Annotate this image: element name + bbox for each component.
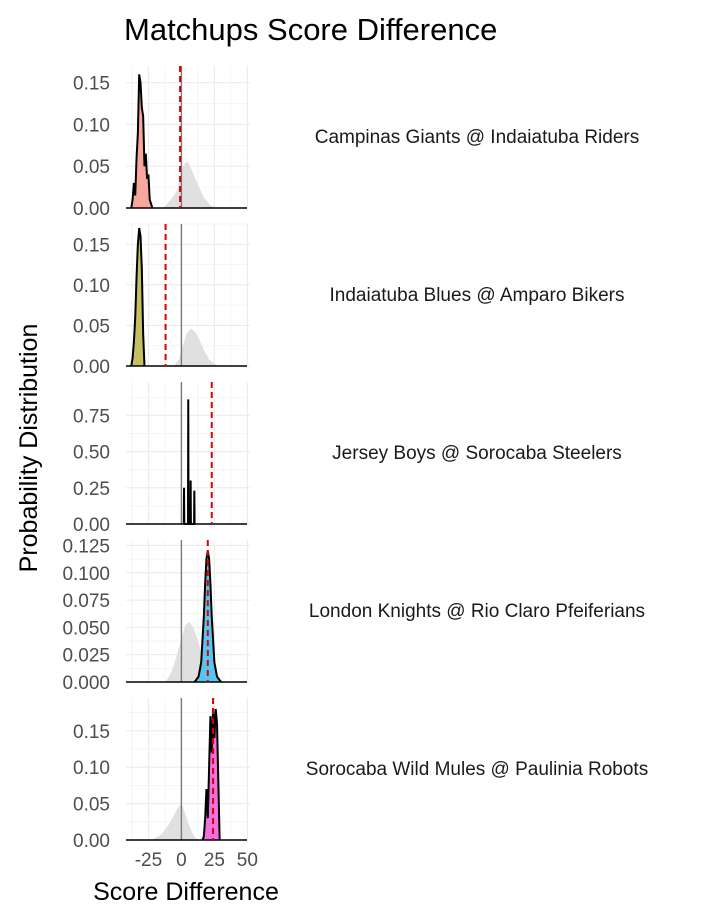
density-line [201, 708, 221, 841]
x-axis-title: Score Difference [93, 878, 279, 906]
facet-label: Sorocaba Wild Mules @ Paulinia Robots [306, 759, 648, 780]
y-tick-label: 0.05 [73, 157, 110, 178]
facet-label: Indaiatuba Blues @ Amparo Bikers [330, 285, 625, 306]
background-density-area [152, 805, 198, 840]
density-line [130, 227, 146, 367]
x-tick-label: -25 [135, 850, 162, 871]
y-tick-label: 0.05 [73, 795, 110, 816]
y-tick-label: 0.15 [73, 722, 110, 743]
facet-panel: 0.00 0.05 0.10 0.15 Indaiatuba Blues @ Ampar… [73, 223, 625, 378]
y-tick-label: 0.10 [73, 115, 110, 136]
x-tick-label: 0 [176, 850, 187, 871]
y-tick-label: 0.125 [62, 536, 110, 557]
y-tick-label: 0.00 [73, 199, 110, 220]
facet-label: London Knights @ Rio Claro Pfeiferians [309, 601, 645, 622]
chart-title: Matchups Score Difference [124, 12, 497, 47]
y-tick-label: 0.00 [73, 357, 110, 378]
y-axis-title: Probability Distribution [15, 324, 43, 573]
y-tick-label: 0.10 [73, 758, 110, 779]
y-tick-label: 0.25 [73, 479, 110, 500]
facet-label: Jersey Boys @ Sorocaba Steelers [332, 443, 622, 464]
facet-label: Campinas Giants @ Indaiatuba Riders [315, 127, 640, 148]
y-tick-label: 0.000 [62, 673, 110, 694]
density-line [130, 74, 154, 209]
y-tick-label: 0.050 [62, 618, 110, 639]
facet-panel: 0.00 0.05 0.10 0.15 Campinas Giants @ Indaia… [73, 66, 639, 220]
y-tick-label: 0.15 [73, 235, 110, 256]
y-tick-label: 0.100 [62, 564, 110, 585]
y-tick-label: 0.075 [62, 591, 110, 612]
y-tick-label: 0.00 [73, 831, 110, 852]
facet-panel: 0.00 0.05 0.10 0.15 Sorocaba Wild Mules @ Pa… [73, 698, 648, 852]
y-tick-label: 0.00 [73, 515, 110, 536]
facet-panel: 0.00 0.25 0.50 0.75 Jersey Boys @ Sorocaba S… [73, 382, 622, 536]
y-tick-label: 0.50 [73, 443, 110, 464]
y-tick-label: 0.05 [73, 316, 110, 337]
x-tick-label: 25 [204, 850, 225, 871]
density-area [194, 550, 221, 682]
facets-group: 0.00 0.05 0.10 0.15 Campinas Giants @ Indaia… [62, 66, 648, 852]
background-density-area [162, 162, 219, 208]
density-line [182, 399, 196, 525]
y-tick-label: 0.15 [73, 74, 110, 95]
y-tick-label: 0.10 [73, 276, 110, 297]
background-density-area [173, 328, 218, 366]
x-axis: -25 0 25 50 [135, 850, 258, 871]
y-tick-label: 0.75 [73, 406, 110, 427]
x-tick-label: 50 [237, 850, 258, 871]
facet-panel: 0.000 0.025 0.050 0.075 0.100 0.125 London Kni… [62, 536, 645, 694]
y-tick-label: 0.025 [62, 646, 110, 667]
